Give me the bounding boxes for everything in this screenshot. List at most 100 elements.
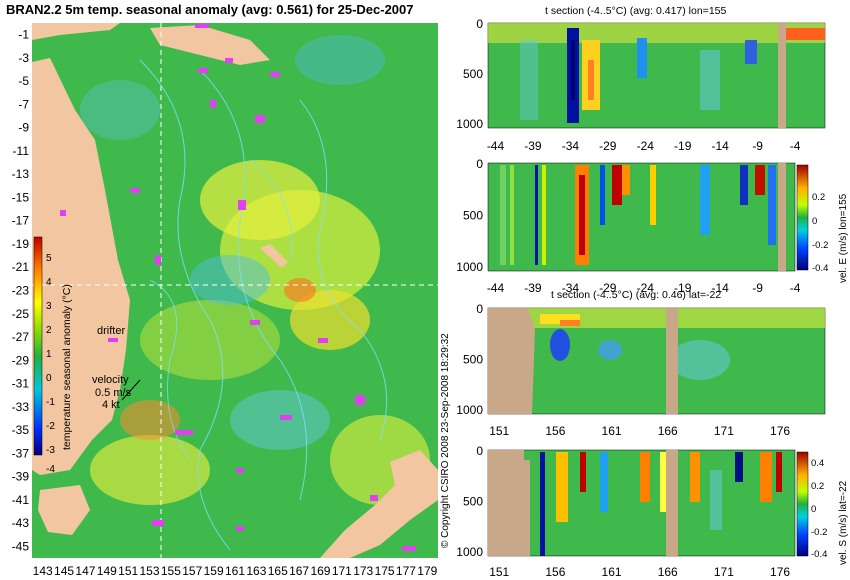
main-map-x-tick: 143 bbox=[33, 564, 53, 578]
panel1-x-tick: -34 bbox=[562, 139, 580, 153]
section-panel-2: 0.2 0 -0.2 -0.4 vel. E (m/s) lon=155 0 50… bbox=[456, 157, 849, 295]
main-map-x-tick: 179 bbox=[417, 564, 437, 578]
main-map-y-tick: -35 bbox=[12, 423, 30, 437]
main-colorbar-tick-5: 5 bbox=[46, 253, 52, 264]
main-map-y-tick: -25 bbox=[12, 307, 30, 321]
panel2-colorbar-tick-1: 0 bbox=[812, 216, 817, 227]
panel3-x-tick: 166 bbox=[658, 424, 678, 438]
main-map-x-tick: 147 bbox=[75, 564, 95, 578]
main-map-y-tick: -17 bbox=[12, 214, 30, 228]
panel1-x-tick: -44 bbox=[487, 139, 505, 153]
main-map-y-ticks: -1 -3 -5 -7 -9 -11 -13 -15 -17 -19 -21 -23 -25 -27 -29… bbox=[12, 28, 30, 554]
main-map-y-tick: -3 bbox=[18, 51, 29, 65]
main-map-y-tick: -23 bbox=[12, 284, 30, 298]
main-map-x-tick: 157 bbox=[182, 564, 202, 578]
main-map-y-tick: -21 bbox=[12, 260, 30, 274]
panel3-title: t section (-4..5°C) (avg: 0.46) lat=-22 bbox=[551, 289, 721, 301]
main-map-x-tick: 145 bbox=[54, 564, 74, 578]
panel4-x-tick: 171 bbox=[714, 565, 734, 579]
main-map-x-tick: 161 bbox=[225, 564, 245, 578]
panel3-x-tick: 171 bbox=[714, 424, 734, 438]
main-map-x-tick: 167 bbox=[289, 564, 309, 578]
panel4-x-tick: 161 bbox=[602, 565, 622, 579]
panel4-x-tick: 151 bbox=[489, 565, 509, 579]
panel4-colorbar-tick-4: -0.4 bbox=[811, 549, 827, 560]
panel4-y-tick: 1000 bbox=[456, 545, 483, 559]
panel1-x-tick: -14 bbox=[711, 139, 729, 153]
panel2-colorbar-tick-2: -0.2 bbox=[812, 240, 828, 251]
panel4-colorbar-tick-3: -0.2 bbox=[811, 527, 827, 538]
main-map-x-ticks: 143 145 147 149 151 153 155 157 159 161 163 165 167 1… bbox=[33, 564, 438, 578]
panel2-x-tick: -44 bbox=[487, 281, 505, 295]
velocity-legend-scale: 0.5 m/s bbox=[95, 387, 132, 399]
main-map-y-tick: -15 bbox=[12, 190, 30, 204]
panel4-field bbox=[488, 450, 782, 556]
panel2-x-ticks: -44 -39 -34 -29 -24 -19 -14 -9 -4 bbox=[487, 281, 801, 295]
panel3-field bbox=[488, 308, 825, 414]
panel1-y-tick: 500 bbox=[463, 67, 483, 81]
main-map-y-tick: -11 bbox=[13, 144, 30, 158]
panel2-frame bbox=[487, 162, 796, 272]
panel3-x-ticks: 151 156 161 166 171 176 bbox=[489, 424, 790, 438]
main-colorbar-tick-2: 2 bbox=[46, 325, 52, 336]
main-map-y-tick: -9 bbox=[18, 121, 29, 135]
main-map-y-tick: -5 bbox=[18, 74, 29, 88]
panel2-x-tick: -24 bbox=[637, 281, 655, 295]
panel1-x-tick: -9 bbox=[752, 139, 763, 153]
main-map-x-tick: 163 bbox=[246, 564, 266, 578]
panel2-colorbar-tick-0: 0.2 bbox=[812, 192, 825, 203]
main-map-x-tick: 175 bbox=[375, 564, 395, 578]
main-map-x-tick: 155 bbox=[161, 564, 181, 578]
panel2-x-tick: -14 bbox=[711, 281, 729, 295]
panel4-colorbar-tick-1: 0.2 bbox=[811, 481, 824, 492]
panel2-colorbar-label: vel. E (m/s) lon=155 bbox=[838, 193, 849, 283]
main-colorbar-tick-0: 0 bbox=[46, 373, 52, 384]
panel4-colorbar-tick-2: 0 bbox=[811, 504, 816, 515]
panel3-y-tick: 1000 bbox=[456, 403, 483, 417]
section-panel-3: t section (-4..5°C) (avg: 0.46) lat=-22 … bbox=[456, 289, 826, 438]
panel3-x-tick: 151 bbox=[489, 424, 509, 438]
main-colorbar-tick-neg1: -1 bbox=[46, 397, 55, 408]
panel3-x-tick: 156 bbox=[545, 424, 565, 438]
panel3-x-tick: 161 bbox=[602, 424, 622, 438]
panel4-colorbar: 0.4 0.2 0 -0.2 -0.4 vel. S (m/s) lat=-22 bbox=[796, 451, 849, 565]
panel4-y-tick: 0 bbox=[476, 444, 483, 458]
velocity-legend-arrow bbox=[121, 379, 141, 401]
panel2-colorbar: 0.2 0 -0.2 -0.4 vel. E (m/s) lon=155 bbox=[796, 164, 849, 283]
main-map-title: BRAN2.2 5m temp. seasonal anomaly (avg: … bbox=[6, 2, 414, 17]
main-colorbar-label: temperature seasonal anomaly (°C) bbox=[61, 284, 73, 450]
main-map-y-tick: -13 bbox=[12, 167, 30, 181]
drifter-legend-swatch bbox=[108, 338, 118, 342]
panel3-x-tick: 176 bbox=[770, 424, 790, 438]
main-map: BRAN2.2 5m temp. seasonal anomaly (avg: … bbox=[6, 2, 451, 578]
drifter-legend-label: drifter bbox=[97, 325, 125, 337]
panel2-x-tick: -4 bbox=[790, 281, 801, 295]
panel1-y-tick: 1000 bbox=[456, 117, 483, 131]
main-map-x-tick: 177 bbox=[396, 564, 416, 578]
main-map-y-tick: -33 bbox=[12, 400, 30, 414]
panel1-title: t section (-4..5°C) (avg: 0.417) lon=155 bbox=[545, 5, 726, 17]
panel2-x-tick: -29 bbox=[599, 281, 617, 295]
panel3-y-tick: 500 bbox=[463, 352, 483, 366]
panel2-y-tick: 500 bbox=[463, 208, 483, 222]
main-map-x-tick: 173 bbox=[353, 564, 373, 578]
panel4-x-tick: 176 bbox=[770, 565, 790, 579]
panel4-x-ticks: 151 156 161 166 171 176 bbox=[489, 565, 790, 579]
main-map-x-tick: 171 bbox=[332, 564, 352, 578]
main-map-x-tick: 149 bbox=[97, 564, 117, 578]
main-map-anomaly-field bbox=[32, 23, 438, 558]
main-map-y-tick: -37 bbox=[12, 446, 30, 460]
section-panel-1: t section (-4..5°C) (avg: 0.417) lon=155… bbox=[456, 5, 826, 153]
panel4-y-ticks: 0 500 1000 bbox=[456, 444, 483, 559]
main-map-y-tick: -45 bbox=[12, 539, 30, 553]
panel1-x-tick: -4 bbox=[790, 139, 801, 153]
velocity-legend-scale-alt: 4 kt bbox=[102, 399, 120, 411]
main-map-x-tick: 165 bbox=[268, 564, 288, 578]
main-map-y-tick: -39 bbox=[12, 470, 30, 484]
panel2-x-tick: -34 bbox=[562, 281, 580, 295]
main-colorbar-tick-4: 4 bbox=[46, 277, 52, 288]
panel1-x-tick: -24 bbox=[637, 139, 655, 153]
map-legend: drifter velocity 0.5 m/s 4 kt bbox=[92, 325, 141, 411]
panel2-y-tick: 1000 bbox=[456, 260, 483, 274]
